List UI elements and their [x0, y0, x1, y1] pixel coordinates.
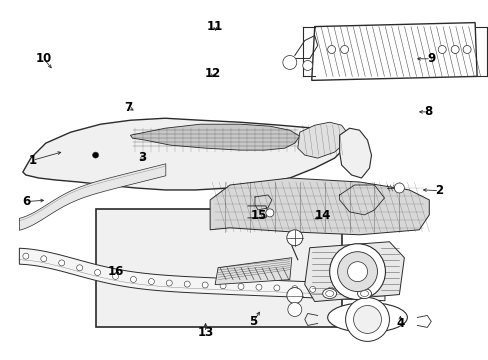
- Text: 7: 7: [124, 101, 132, 114]
- Circle shape: [148, 279, 154, 284]
- Polygon shape: [297, 122, 347, 158]
- Text: 4: 4: [395, 317, 404, 330]
- Circle shape: [340, 45, 348, 54]
- Circle shape: [273, 285, 279, 291]
- Circle shape: [130, 276, 136, 282]
- Circle shape: [286, 230, 302, 246]
- Circle shape: [220, 283, 225, 289]
- Circle shape: [327, 45, 335, 54]
- Polygon shape: [215, 258, 291, 285]
- Circle shape: [282, 55, 296, 69]
- Polygon shape: [339, 128, 371, 178]
- Text: 11: 11: [207, 20, 223, 33]
- Circle shape: [345, 298, 388, 341]
- Circle shape: [286, 288, 302, 303]
- Polygon shape: [210, 178, 428, 235]
- Circle shape: [238, 284, 244, 289]
- Ellipse shape: [322, 289, 336, 298]
- Text: 2: 2: [434, 184, 443, 197]
- Circle shape: [255, 284, 262, 290]
- Text: 13: 13: [197, 326, 213, 339]
- Circle shape: [309, 287, 315, 292]
- Circle shape: [184, 281, 190, 287]
- Text: 3: 3: [138, 151, 146, 164]
- Ellipse shape: [327, 302, 407, 332]
- Ellipse shape: [357, 289, 371, 298]
- Circle shape: [291, 286, 297, 292]
- Circle shape: [77, 265, 82, 271]
- Circle shape: [363, 288, 369, 294]
- Text: 14: 14: [314, 210, 330, 222]
- Circle shape: [437, 45, 446, 54]
- Text: 6: 6: [22, 195, 31, 208]
- Text: 5: 5: [248, 315, 257, 328]
- Polygon shape: [304, 242, 404, 302]
- Circle shape: [327, 287, 333, 293]
- Circle shape: [112, 274, 118, 279]
- Polygon shape: [130, 124, 299, 150]
- Polygon shape: [311, 23, 476, 80]
- Text: 8: 8: [423, 105, 431, 118]
- Circle shape: [345, 288, 351, 294]
- Circle shape: [302, 60, 312, 71]
- Circle shape: [23, 253, 29, 259]
- Circle shape: [462, 45, 470, 54]
- Circle shape: [41, 256, 47, 262]
- Circle shape: [166, 280, 172, 286]
- Text: 12: 12: [204, 67, 221, 80]
- Text: 1: 1: [28, 154, 37, 167]
- Circle shape: [94, 270, 101, 275]
- Bar: [96, 209, 341, 327]
- Circle shape: [265, 209, 273, 217]
- Circle shape: [347, 262, 367, 282]
- Circle shape: [450, 45, 458, 54]
- Text: 10: 10: [36, 52, 52, 65]
- Circle shape: [202, 282, 208, 288]
- Circle shape: [337, 252, 377, 292]
- Text: 16: 16: [107, 265, 123, 278]
- Text: 9: 9: [426, 52, 434, 65]
- Circle shape: [287, 302, 301, 316]
- Polygon shape: [23, 118, 349, 190]
- Circle shape: [353, 306, 381, 333]
- Circle shape: [329, 244, 385, 300]
- Text: 15: 15: [250, 210, 267, 222]
- Ellipse shape: [325, 291, 333, 297]
- Circle shape: [59, 260, 64, 266]
- Ellipse shape: [360, 291, 368, 297]
- Circle shape: [394, 183, 404, 193]
- Circle shape: [92, 152, 99, 158]
